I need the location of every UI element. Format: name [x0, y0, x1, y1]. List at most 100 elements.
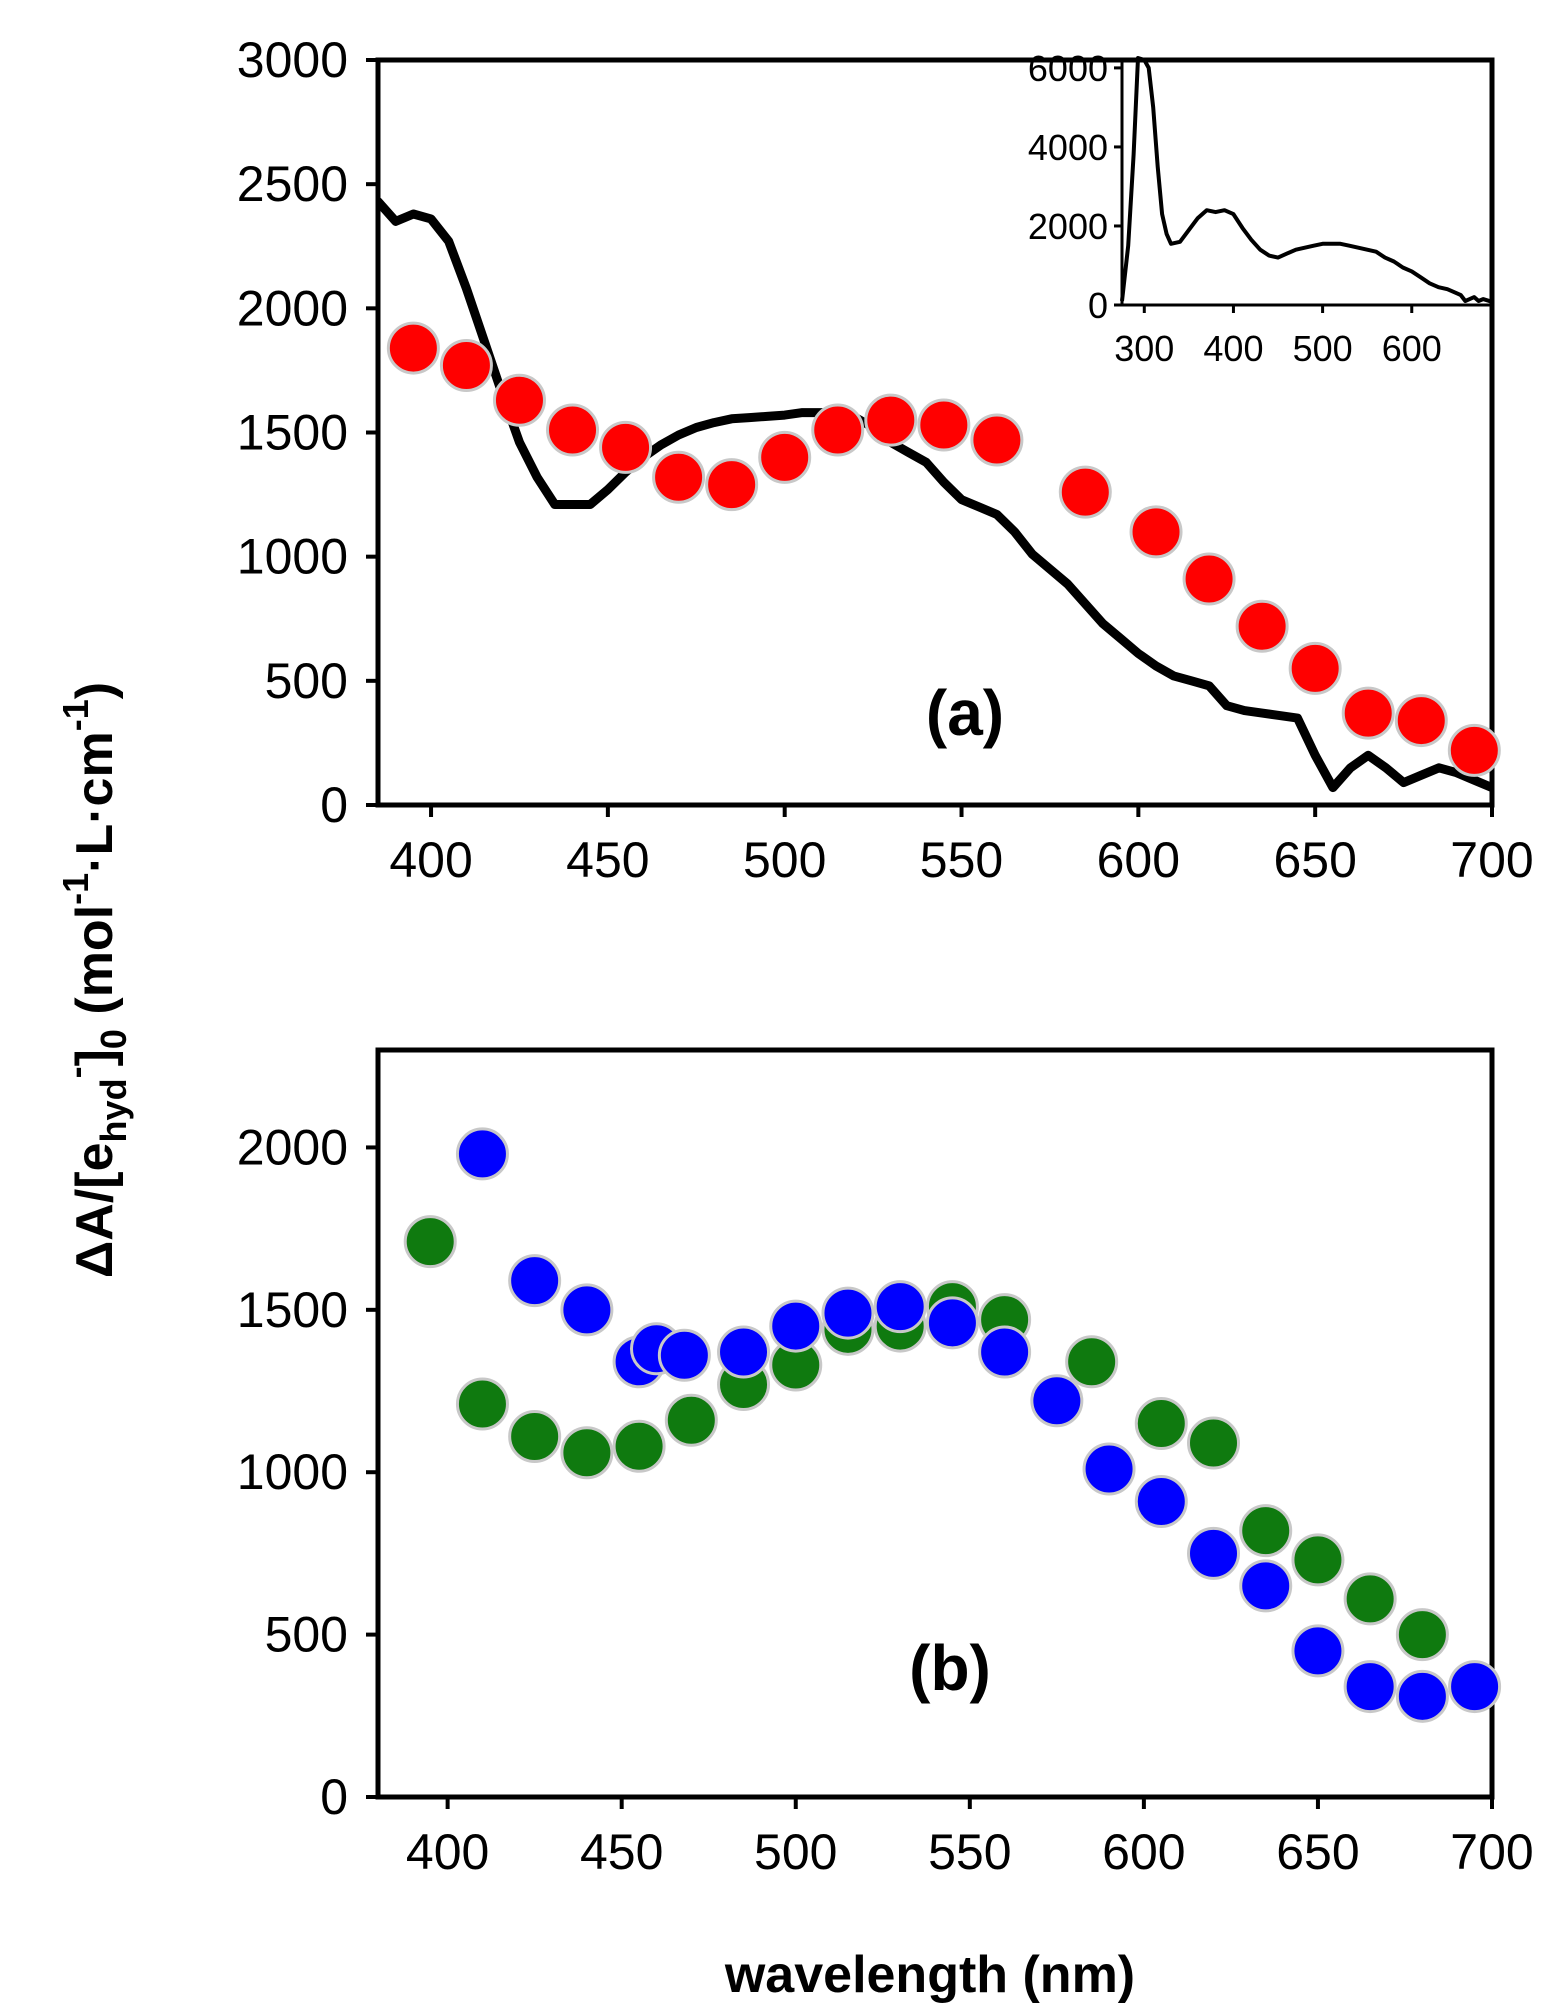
data-point: [821, 1286, 875, 1340]
y-title-sub-hyd: hyd: [93, 1078, 134, 1142]
y-tick-label: 1500: [237, 1282, 348, 1338]
inset-y-tick-label: 6000: [1028, 48, 1108, 89]
y-title-unit-open: (mol: [66, 905, 124, 1029]
y-title-sub-zero: 0: [93, 1029, 134, 1049]
x-axis-title: wavelength (nm): [724, 1946, 1135, 2004]
data-point: [664, 1393, 718, 1447]
y-title-unit-mid: ·L·cm: [66, 731, 124, 873]
x-tick-label: 600: [1097, 832, 1180, 888]
data-point: [769, 1299, 823, 1353]
y-axis-title: ΔA/[ehyd-]0 (mol-1·L·cm-1): [55, 682, 134, 1278]
x-tick-label: 450: [566, 832, 649, 888]
inset-x-tick-label: 600: [1382, 328, 1442, 369]
data-point: [508, 1409, 562, 1463]
inset-y-tick-label: 0: [1088, 285, 1108, 326]
data-point: [1341, 686, 1395, 740]
data-point: [1239, 1559, 1293, 1613]
data-point: [1082, 1442, 1136, 1496]
data-point: [1447, 723, 1501, 777]
y-tick-label: 3000: [237, 32, 348, 88]
data-point: [978, 1325, 1032, 1379]
panel-a-inset: 0 2000 4000 6000 300 400 500 600: [1028, 48, 1493, 369]
data-point: [403, 1215, 457, 1269]
data-point: [864, 393, 918, 447]
inset-spectrum-line: [1120, 56, 1493, 304]
y-title-sup-minus: -: [55, 1066, 96, 1078]
data-point: [758, 430, 812, 484]
data-point: [560, 1283, 614, 1337]
data-point: [1187, 1526, 1240, 1580]
inset-x-tick-label: 500: [1293, 328, 1353, 369]
y-tick-label: 1000: [237, 529, 348, 585]
data-point: [612, 1419, 666, 1473]
y-tick-label: 2000: [237, 280, 348, 336]
data-point: [925, 1296, 979, 1350]
data-point: [652, 450, 706, 504]
panel-label-b: (b): [909, 1632, 991, 1704]
inset-y-tick-label: 2000: [1028, 206, 1108, 247]
data-point: [811, 403, 865, 457]
data-point: [1134, 1397, 1188, 1450]
data-point: [1065, 1335, 1119, 1389]
data-point: [386, 321, 440, 375]
data-point: [508, 1254, 562, 1308]
data-point: [599, 420, 653, 474]
y-tick-label: 0: [320, 1769, 348, 1825]
data-point: [1187, 1416, 1240, 1470]
y-tick-label: 1000: [237, 1444, 348, 1500]
data-point: [1239, 1504, 1293, 1558]
data-point: [1129, 505, 1183, 559]
data-point: [1343, 1572, 1397, 1626]
data-layer-a: [378, 197, 1492, 793]
data-point: [873, 1280, 927, 1334]
data-point: [1235, 599, 1289, 653]
panel-label-a: (a): [926, 677, 1004, 749]
data-point: [1343, 1660, 1397, 1714]
inset-y-tick-label: 4000: [1028, 127, 1108, 168]
data-point: [1291, 1533, 1345, 1587]
data-point: [1448, 1660, 1502, 1714]
y-tick-label: 500: [265, 653, 348, 709]
data-point: [1394, 694, 1448, 748]
y-tick-label: 0: [320, 777, 348, 833]
data-point: [560, 1426, 614, 1480]
x-tick-label: 500: [743, 832, 826, 888]
y-tick-label: 500: [265, 1607, 348, 1663]
y-title-lead: ΔA/[e: [66, 1142, 124, 1278]
x-tick-label: 500: [754, 1824, 837, 1880]
inset-axes: [1120, 60, 1492, 307]
x-tick-label: 400: [389, 832, 472, 888]
y-title-sup-mol: -1: [55, 873, 96, 905]
data-point: [1058, 465, 1112, 519]
x-tick-label: 550: [928, 1824, 1011, 1880]
x-tick-label: 650: [1273, 832, 1356, 888]
x-tick-label: 700: [1450, 832, 1533, 888]
inset-x-tick-label: 300: [1114, 328, 1174, 369]
data-point: [455, 1127, 509, 1181]
data-point: [455, 1377, 509, 1431]
data-point: [1030, 1374, 1084, 1428]
y-title-close: ): [66, 682, 124, 699]
x-tick-label: 600: [1102, 1824, 1185, 1880]
y-tick-label: 2000: [237, 1119, 348, 1175]
data-point: [546, 403, 600, 457]
data-point: [1395, 1669, 1449, 1723]
data-point: [1182, 552, 1236, 606]
x-tick-label: 400: [406, 1824, 489, 1880]
y-title-bracket: ]: [66, 1049, 124, 1066]
y-title-sup-cm: -1: [55, 699, 96, 731]
spectrum-line: [378, 197, 1492, 793]
y-tick-label: 1500: [237, 405, 348, 461]
data-point: [1288, 641, 1342, 695]
x-tick-label: 700: [1450, 1824, 1533, 1880]
data-point: [917, 398, 971, 452]
x-tick-label: 550: [920, 832, 1003, 888]
x-tick-label: 450: [580, 1824, 663, 1880]
data-point: [1291, 1624, 1345, 1678]
data-point: [492, 373, 546, 427]
data-point: [657, 1328, 711, 1382]
panel-b: 0 500 1000 1500 2000 400 450 500 550 600 650 700 (b): [237, 1047, 1534, 1880]
data-point: [439, 338, 493, 392]
